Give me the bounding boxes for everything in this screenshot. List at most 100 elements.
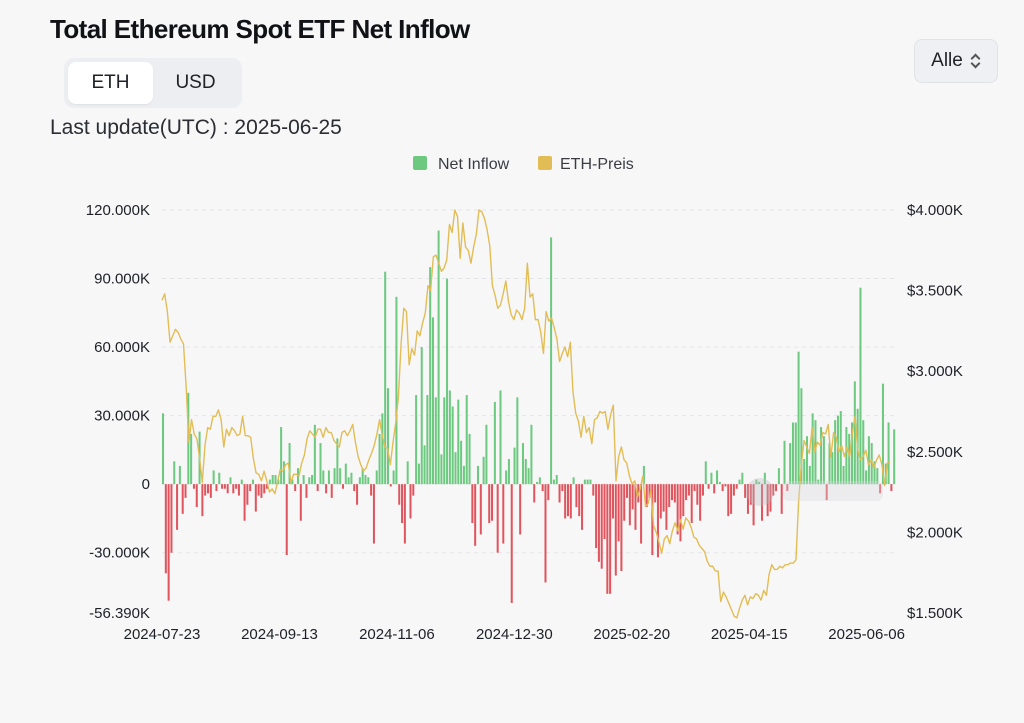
inflow-bar[interactable] <box>496 484 499 553</box>
inflow-bar[interactable] <box>738 479 741 485</box>
inflow-bar[interactable] <box>302 475 305 485</box>
inflow-bar[interactable] <box>336 438 339 485</box>
inflow-bar[interactable] <box>361 468 364 485</box>
eth-tab[interactable]: ETH <box>68 62 153 104</box>
inflow-bar[interactable] <box>873 461 876 485</box>
inflow-bar[interactable] <box>527 468 530 485</box>
legend-swatch-eth-price[interactable] <box>538 156 552 170</box>
inflow-bar[interactable] <box>558 484 561 503</box>
inflow-bar[interactable] <box>347 477 350 485</box>
inflow-bar[interactable] <box>207 484 210 494</box>
inflow-bar[interactable] <box>209 484 212 498</box>
inflow-bar[interactable] <box>190 433 193 485</box>
inflow-bar[interactable] <box>656 484 659 558</box>
inflow-bar[interactable] <box>758 481 761 485</box>
inflow-bar[interactable] <box>516 397 519 485</box>
inflow-bar[interactable] <box>881 383 884 485</box>
range-select[interactable]: Alle <box>914 39 998 83</box>
inflow-bar[interactable] <box>392 470 395 485</box>
inflow-bar[interactable] <box>251 479 255 485</box>
inflow-bar[interactable] <box>431 317 434 485</box>
inflow-bar[interactable] <box>344 463 347 485</box>
inflow-bar[interactable] <box>291 479 294 485</box>
inflow-bar[interactable] <box>479 484 482 535</box>
inflow-bar[interactable] <box>468 433 471 485</box>
inflow-bar[interactable] <box>614 484 617 576</box>
inflow-bar[interactable] <box>845 427 848 485</box>
inflow-bar[interactable] <box>578 484 581 517</box>
inflow-bar[interactable] <box>631 484 634 510</box>
inflow-bar[interactable] <box>409 484 412 519</box>
inflow-bar[interactable] <box>462 465 465 485</box>
inflow-bar[interactable] <box>451 406 454 485</box>
inflow-bar[interactable] <box>862 420 865 485</box>
inflow-bar[interactable] <box>493 401 496 485</box>
inflow-bar[interactable] <box>654 484 657 503</box>
inflow-bar[interactable] <box>721 484 724 492</box>
inflow-bar[interactable] <box>167 484 170 601</box>
inflow-bar[interactable] <box>223 484 226 489</box>
inflow-bar[interactable] <box>713 484 716 494</box>
inflow-bar[interactable] <box>893 429 896 485</box>
inflow-bar[interactable] <box>446 278 449 485</box>
inflow-bar[interactable] <box>237 484 240 496</box>
inflow-bar[interactable] <box>634 484 637 530</box>
inflow-bar[interactable] <box>825 484 828 501</box>
inflow-bar[interactable] <box>679 484 682 542</box>
inflow-bar[interactable] <box>814 420 817 485</box>
inflow-bar[interactable] <box>524 459 527 485</box>
inflow-bar[interactable] <box>521 443 524 485</box>
inflow-bar[interactable] <box>434 397 437 485</box>
inflow-bar[interactable] <box>417 463 420 485</box>
inflow-bar[interactable] <box>555 475 558 485</box>
inflow-bar[interactable] <box>547 484 550 501</box>
inflow-bar[interactable] <box>566 484 569 517</box>
inflow-bar[interactable] <box>592 484 595 496</box>
inflow-bar[interactable] <box>164 484 167 574</box>
inflow-bar[interactable] <box>271 475 274 485</box>
inflow-bar[interactable] <box>178 465 181 485</box>
inflow-bar[interactable] <box>797 351 800 485</box>
inflow-bar[interactable] <box>791 422 794 485</box>
inflow-bar[interactable] <box>201 484 204 517</box>
inflow-bar[interactable] <box>386 388 389 485</box>
inflow-bar[interactable] <box>403 484 406 544</box>
inflow-bar[interactable] <box>808 465 811 485</box>
inflow-bar[interactable] <box>350 472 353 485</box>
inflow-bar[interactable] <box>707 484 710 489</box>
inflow-bar[interactable] <box>184 484 187 498</box>
inflow-bar[interactable] <box>730 484 733 514</box>
inflow-bar[interactable] <box>777 468 780 485</box>
inflow-bar[interactable] <box>569 484 572 519</box>
inflow-bar[interactable] <box>718 481 721 485</box>
inflow-bar[interactable] <box>235 484 238 489</box>
inflow-bar[interactable] <box>415 395 418 485</box>
inflow-bar[interactable] <box>701 484 704 496</box>
inflow-bar[interactable] <box>282 461 285 485</box>
inflow-bar[interactable] <box>246 484 249 505</box>
inflow-bar[interactable] <box>806 436 809 485</box>
inflow-bar[interactable] <box>676 484 679 535</box>
inflow-bar[interactable] <box>313 424 316 485</box>
inflow-bar[interactable] <box>544 484 547 583</box>
inflow-bar[interactable] <box>285 484 288 555</box>
inflow-bar[interactable] <box>370 484 373 496</box>
inflow-bar[interactable] <box>693 484 696 492</box>
inflow-bar[interactable] <box>240 479 243 485</box>
inflow-bar[interactable] <box>600 484 603 569</box>
inflow-bar[interactable] <box>597 484 600 562</box>
inflow-bar[interactable] <box>341 484 344 489</box>
inflow-bar[interactable] <box>398 484 401 505</box>
inflow-bar[interactable] <box>724 484 727 487</box>
inflow-bar[interactable] <box>507 459 510 485</box>
inflow-bar[interactable] <box>828 443 831 485</box>
inflow-bar[interactable] <box>572 477 575 485</box>
inflow-bar[interactable] <box>330 484 333 498</box>
inflow-bar[interactable] <box>794 422 797 485</box>
inflow-bar[interactable] <box>367 477 370 485</box>
inflow-bar[interactable] <box>735 484 738 489</box>
inflow-bar[interactable] <box>595 484 598 549</box>
eth-price-line[interactable] <box>161 209 891 619</box>
inflow-bar[interactable] <box>867 436 870 485</box>
inflow-bar[interactable] <box>218 472 221 485</box>
